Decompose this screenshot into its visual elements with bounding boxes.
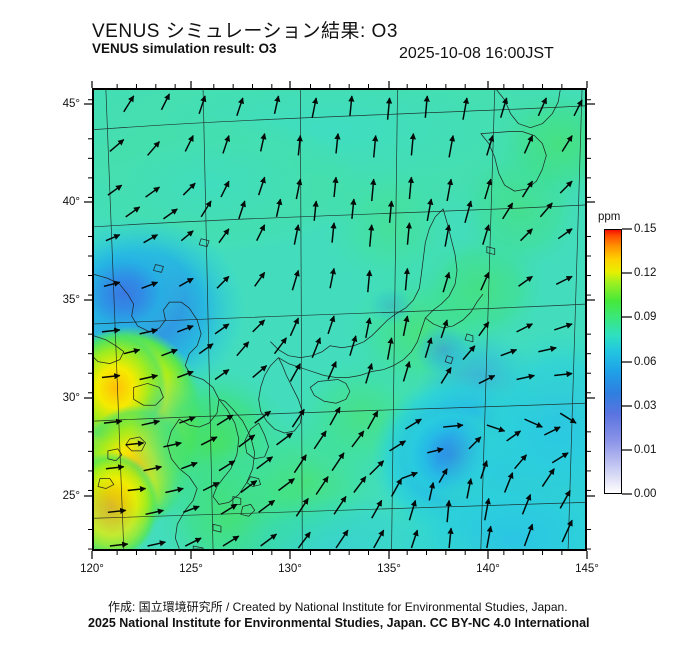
map-canvas (94, 90, 585, 549)
credit-line-license: 2025 National Institute for Environmenta… (88, 616, 590, 630)
ozone-map-plot (92, 88, 587, 551)
colorbar-tick-label: 0.00 (634, 488, 657, 500)
colorbar-tick-label: 0.01 (634, 444, 657, 456)
x-tick-label: 125° (179, 563, 203, 575)
y-tick-label: 30° (62, 392, 80, 404)
colorbar-gradient (604, 229, 622, 494)
x-tick-label: 140° (476, 563, 500, 575)
x-tick-label: 130° (278, 563, 302, 575)
coastlines (94, 90, 561, 549)
ozone-field-blobs (94, 90, 585, 549)
credit-line-primary: 作成: 国立環境研究所 / Created by National Instit… (108, 600, 568, 614)
x-tick-label: 120° (80, 563, 104, 575)
page-title-english: VENUS simulation result: O3 (92, 41, 277, 56)
colorbar-tick-label: 0.09 (634, 311, 657, 323)
colorbar-tick-label: 0.15 (634, 223, 657, 235)
colorbar-tick-label: 0.03 (634, 400, 657, 412)
colorbar-tick-label: 0.12 (634, 267, 657, 279)
page-title-japanese: VENUS シミュレーション結果: O3 (92, 21, 398, 42)
colorbar-unit-label: ppm (598, 211, 621, 223)
y-tick-label: 35° (62, 294, 80, 306)
y-tick-label: 25° (62, 490, 80, 502)
y-tick-label: 45° (62, 98, 80, 110)
colorbar (604, 229, 622, 494)
wind-vectors (101, 93, 583, 549)
colorbar-ticks (622, 228, 632, 495)
colorbar-tick-label: 0.06 (634, 356, 657, 368)
y-tick-label: 40° (62, 196, 80, 208)
timestamp-label: 2025-10-08 16:00JST (399, 45, 554, 62)
x-tick-label: 145° (575, 563, 599, 575)
x-tick-label: 135° (377, 563, 401, 575)
